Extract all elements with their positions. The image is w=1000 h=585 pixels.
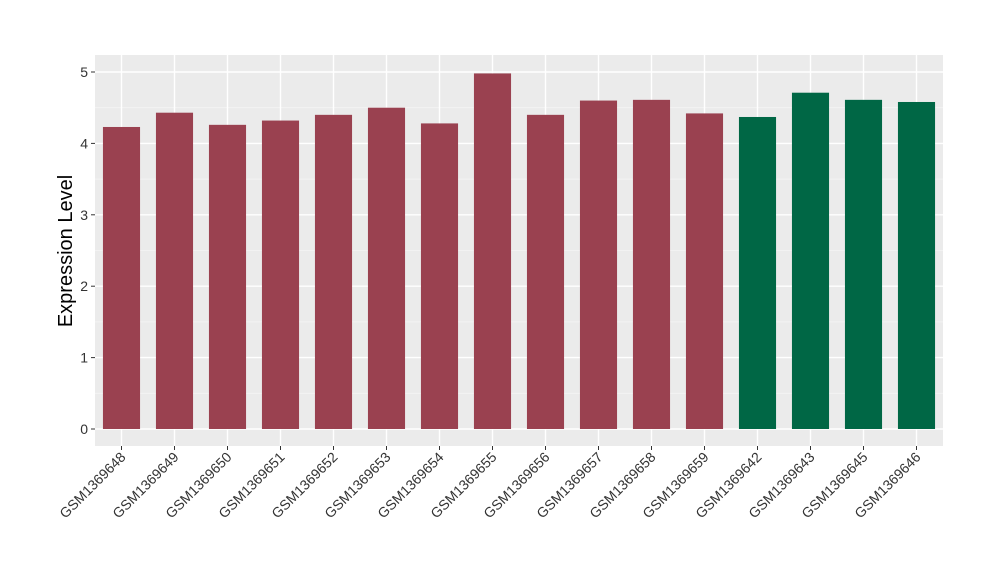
y-tick-label: 5: [80, 64, 88, 80]
bar-GSM1369649: [155, 112, 194, 429]
bar-GSM1369653: [367, 107, 406, 429]
bar-GSM1369659: [685, 113, 724, 430]
bar-GSM1369657: [579, 100, 618, 429]
y-axis-label: Expression Level: [55, 175, 77, 327]
bar-GSM1369648: [102, 126, 141, 429]
bar-GSM1369642: [738, 116, 777, 430]
bar-GSM1369655: [473, 73, 512, 429]
y-tick-label: 3: [80, 207, 88, 223]
bar-GSM1369643: [791, 92, 830, 430]
bar-GSM1369658: [632, 99, 671, 429]
bar-GSM1369654: [420, 123, 459, 430]
bar-GSM1369656: [526, 114, 565, 429]
bar-GSM1369650: [208, 124, 247, 429]
bar-GSM1369652: [314, 114, 353, 429]
bar-GSM1369651: [261, 120, 300, 429]
y-tick-label: 2: [80, 278, 88, 294]
y-tick-label: 4: [80, 135, 88, 151]
y-tick-label: 0: [80, 421, 88, 437]
y-tick-label: 1: [80, 350, 88, 366]
bar-GSM1369645: [844, 99, 883, 429]
bar-GSM1369646: [897, 101, 936, 429]
